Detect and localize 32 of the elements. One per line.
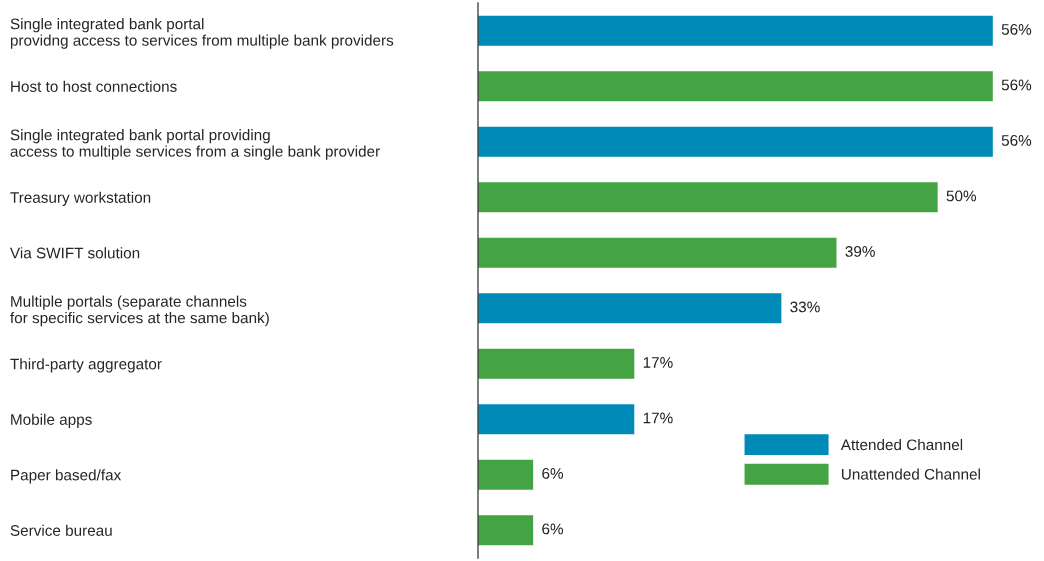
bar [478,237,837,268]
bar [478,459,534,490]
y-tick-label: Treasury workstation [10,191,151,206]
data-label: 6% [542,523,564,535]
y-tick-label: Single integrated bank portal providng access to services from multiple bank providers [10,18,394,49]
text: Attended Channel [840,438,963,451]
data-label: 6% [542,468,564,479]
bar [478,71,993,102]
y-tick-label: Multiple portals (separate channels for specific services at the same bank) [10,295,269,327]
data-label: 50% [946,190,977,202]
data-label: 56% [1001,24,1032,35]
y-tick-label: Third-party aggregator [10,358,162,373]
data-label: 17% [643,357,673,368]
y-tick-label: Paper based/fax [11,469,122,484]
data-label: 56% [1001,135,1032,146]
y-tick-label: Service bureau [10,524,112,536]
text: Unattended Channel [841,468,980,480]
bar [478,293,782,324]
data-label: 17% [643,412,673,424]
y-tick-label: Mobile apps [11,413,92,428]
bar [478,15,993,46]
data-label: 33% [790,301,820,313]
data-label: 39% [845,246,875,257]
bar [478,182,938,213]
bar [478,348,635,379]
y-tick-label: Via SWIFT solution [10,247,140,259]
data-label: 56% [1001,79,1032,91]
bar [478,126,993,157]
bar [478,515,534,546]
y-tick-label: Host to host connections [11,80,177,92]
bar [478,404,635,435]
y-tick-label: Single integrated bank portal providing access to multiple services from a single bank provider [10,129,380,160]
